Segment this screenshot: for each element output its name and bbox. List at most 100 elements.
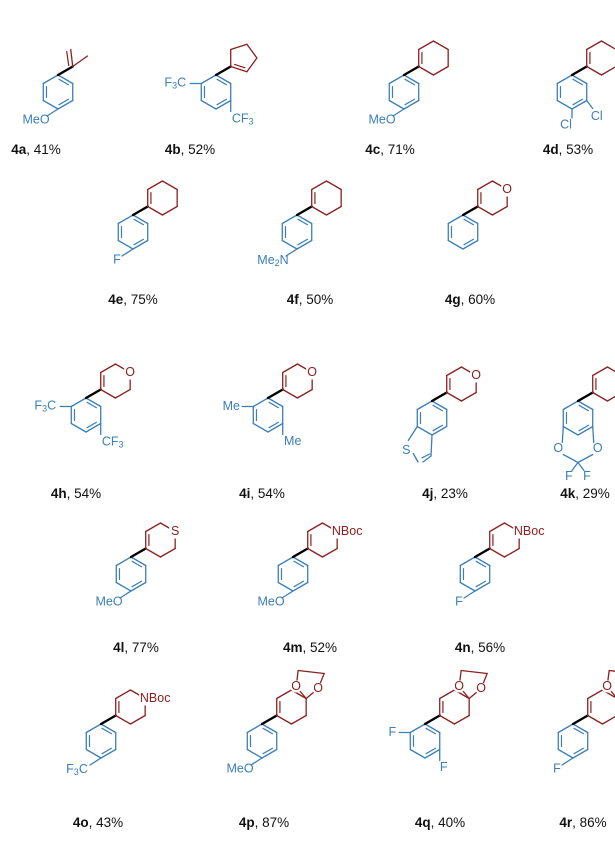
compound-caption: 4r, 86% <box>559 815 606 830</box>
compound-id: 4k <box>560 486 576 501</box>
compound-yield: 60% <box>468 292 496 307</box>
fluorine-atom: F <box>565 469 573 483</box>
caption-separator: , <box>470 640 479 655</box>
compound-4p: MeO O O <box>226 669 325 775</box>
compound-4j: SO <box>402 366 483 463</box>
compound-id: 4a <box>11 142 27 157</box>
compound-4b: F3C CF3 <box>164 43 258 127</box>
caption-separator: , <box>180 142 189 157</box>
compound-caption: 4c, 71% <box>365 142 415 157</box>
ring-heteroatom: NBoc <box>332 524 363 538</box>
compound-id: 4b <box>164 142 181 157</box>
compound-4h: F3C CF3 O <box>34 363 137 450</box>
compound-4g: O <box>447 180 514 250</box>
fluorine-atom: F <box>113 252 121 266</box>
ring-heteroatom: NBoc <box>514 524 545 538</box>
compound-caption: 4b, 52% <box>165 142 215 157</box>
compound-yield: 86% <box>579 815 607 830</box>
compound-yield: 75% <box>130 292 158 307</box>
ring-oxygen: O <box>454 679 464 693</box>
fluorine-atom: F <box>553 761 561 775</box>
ring-heteroatom: O <box>125 365 135 379</box>
caption-separator: , <box>66 486 75 501</box>
compound-id: 4d <box>542 142 559 157</box>
compound-caption: 4l, 77% <box>113 640 159 655</box>
caption-separator: , <box>575 486 583 501</box>
compound-4q: F F O O <box>388 669 488 774</box>
ring-heteroatom: O <box>471 368 481 382</box>
compound-yield: 41% <box>33 142 61 157</box>
caption-separator: , <box>460 292 469 307</box>
compound-4n: F NBoc <box>455 522 546 608</box>
compound-caption: 4i, 54% <box>239 486 285 501</box>
trifluoromethyl-group: F3C <box>34 399 56 414</box>
sulfur-atom: S <box>402 443 410 457</box>
methoxy-group: MeO <box>95 594 122 608</box>
compound-yield: 56% <box>478 640 506 655</box>
compound-caption: 4h, 54% <box>51 486 101 501</box>
compound-id: 4i <box>239 486 251 501</box>
compound-yield: 50% <box>306 292 334 307</box>
caption-separator: , <box>298 292 307 307</box>
compound-4m: MeO NBoc <box>257 522 364 608</box>
compound-yield: 43% <box>96 815 124 830</box>
ring-heteroatom: NBoc <box>140 691 171 705</box>
ring-heteroatom: O <box>307 365 317 379</box>
compound-4d: Cl Cl <box>556 40 615 131</box>
compound-caption: 4m, 52% <box>283 640 337 655</box>
dioxole-oxygen: O <box>593 441 603 455</box>
ring-oxygen: O <box>291 679 301 693</box>
compound-caption: 4p, 87% <box>239 815 289 830</box>
dimethylamino-group: Me2N <box>257 253 288 268</box>
compound-id: 4j <box>422 486 434 501</box>
compound-4i: Me Me O <box>223 363 319 448</box>
ring-heteroatom: S <box>171 524 179 538</box>
methoxy-group: MeO <box>368 112 395 126</box>
ring-heteroatom: O <box>502 182 512 196</box>
compound-id: 4g <box>444 292 461 307</box>
compound-caption: 4j, 23% <box>422 486 468 501</box>
compound-yield: 77% <box>131 640 159 655</box>
trifluoromethyl-group: CF3 <box>102 435 124 450</box>
compound-id: 4o <box>72 815 89 830</box>
compound-caption: 4o, 43% <box>73 815 123 830</box>
compound-yield: 71% <box>387 142 415 157</box>
compound-yield: 53% <box>566 142 594 157</box>
compound-caption: 4n, 56% <box>455 640 505 655</box>
compound-yield: 87% <box>262 815 290 830</box>
compound-4f: Me2N <box>257 180 342 268</box>
caption-separator: , <box>433 486 441 501</box>
ring-oxygen: O <box>602 679 612 693</box>
caption-separator: , <box>26 142 34 157</box>
compound-id: 4m <box>282 640 303 655</box>
caption-separator: , <box>124 640 132 655</box>
caption-separator: , <box>558 142 567 157</box>
compound-4a: MeO <box>22 48 89 126</box>
compound-id: 4p <box>238 815 255 830</box>
compound-yield: 54% <box>74 486 102 501</box>
fluorine-atom: F <box>583 469 591 483</box>
compound-id: 4l <box>113 640 125 655</box>
chlorine-atom: Cl <box>591 109 603 123</box>
compound-caption: 4e, 75% <box>108 292 158 307</box>
compound-id: 4f <box>286 292 299 307</box>
caption-separator: , <box>254 815 263 830</box>
compound-yield: 40% <box>438 815 466 830</box>
compound-caption: 4g, 60% <box>445 292 495 307</box>
compound-4l: MeO S <box>95 522 182 608</box>
caption-separator: , <box>302 640 310 655</box>
methoxy-group: MeO <box>226 761 253 775</box>
ring-oxygen: O <box>313 681 323 695</box>
compound-4c: MeO <box>368 40 449 126</box>
compound-4e: F <box>113 180 178 266</box>
compound-4r: FOO <box>553 669 615 775</box>
compound-id: 4r <box>559 815 573 830</box>
dioxole-oxygen: O <box>553 441 563 455</box>
compound-yield: 52% <box>188 142 216 157</box>
trifluoromethyl-group: F3C <box>66 762 88 777</box>
fluorine-atom: F <box>388 725 396 739</box>
compound-caption: 4d, 53% <box>543 142 593 157</box>
compound-id: 4e <box>108 292 124 307</box>
